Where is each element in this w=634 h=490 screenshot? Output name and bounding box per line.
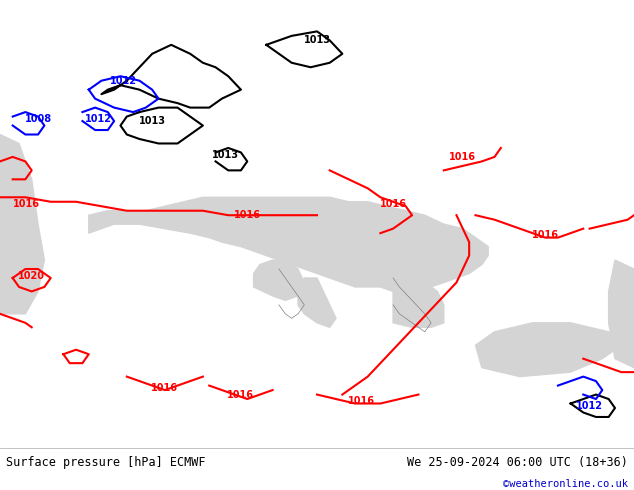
Text: 1016: 1016 [234,210,261,220]
Text: 1020: 1020 [18,271,45,281]
Polygon shape [0,135,44,314]
Text: 1016: 1016 [380,199,406,209]
Text: 1012: 1012 [576,401,603,411]
Text: We 25-09-2024 06:00 UTC (18+36): We 25-09-2024 06:00 UTC (18+36) [407,456,628,469]
Polygon shape [476,323,621,377]
Polygon shape [89,197,488,292]
Polygon shape [254,260,304,300]
Text: ©weatheronline.co.uk: ©weatheronline.co.uk [503,479,628,489]
Text: 1013: 1013 [304,35,330,46]
Text: 1016: 1016 [450,152,476,162]
Text: 1012: 1012 [110,75,137,86]
Polygon shape [393,278,444,327]
Text: 1013: 1013 [139,116,165,126]
Text: 1008: 1008 [25,114,53,124]
Text: 1013: 1013 [212,149,238,160]
Text: 1016: 1016 [152,383,178,393]
Text: 1016: 1016 [13,199,40,209]
Text: 1016: 1016 [228,390,254,399]
Text: 1012: 1012 [85,114,112,124]
Text: 1016: 1016 [348,396,375,406]
Polygon shape [298,278,336,327]
Polygon shape [609,260,634,368]
Text: Surface pressure [hPa] ECMWF: Surface pressure [hPa] ECMWF [6,456,206,469]
Text: 1016: 1016 [532,230,559,241]
